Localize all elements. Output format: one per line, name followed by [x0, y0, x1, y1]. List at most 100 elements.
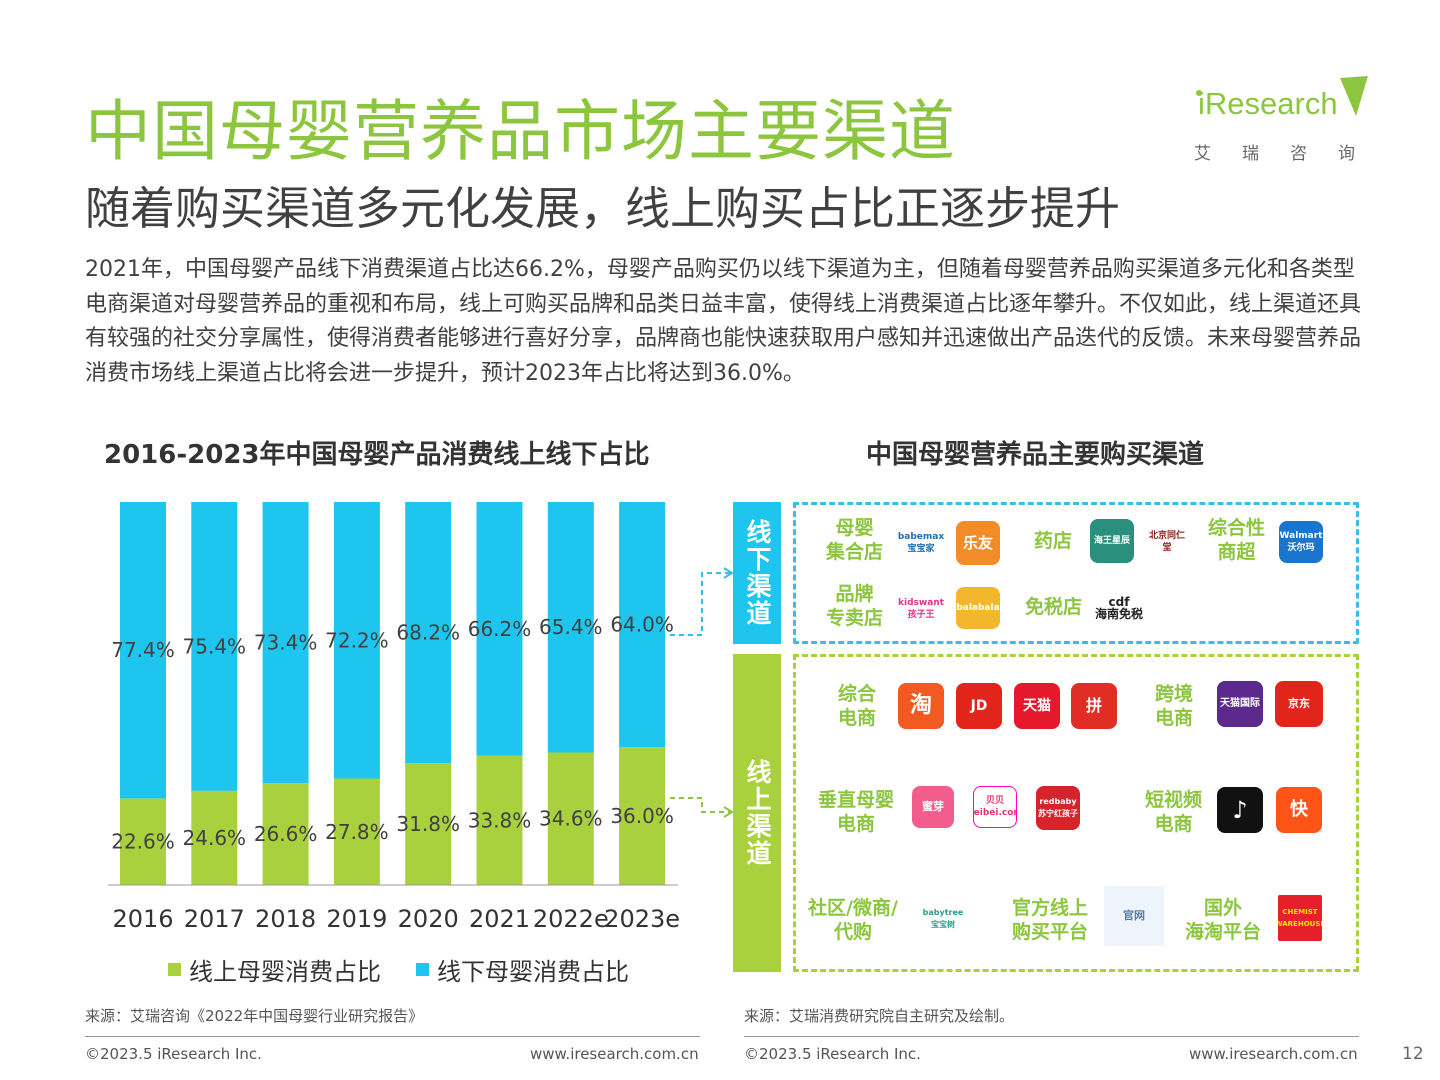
online-channels-box: [793, 654, 1359, 972]
pinduoduo-logo-icon: 拼: [1071, 683, 1117, 729]
bar-offline-2019: [333, 502, 380, 779]
label-offline-2019: 72.2%: [325, 628, 389, 652]
cat-community: 社区/微商/ 代购: [808, 897, 898, 943]
offline-channel-label-box: 线下渠道: [733, 502, 781, 644]
label-offline-2023e: 64.0%: [610, 613, 674, 637]
intro-paragraph: 2021年，中国母婴产品线下消费渠道占比达66.2%，母婴产品购买仍以线下渠道为…: [85, 257, 1362, 386]
bar-online-2017: [191, 790, 238, 885]
cat-general-supermarket: 综合性 商超: [1208, 517, 1266, 563]
copyright-right: ©2023.5 iResearch Inc.: [744, 1045, 921, 1063]
babytree-logo-icon: babytree 宝宝树: [920, 896, 966, 942]
jd-global-logo-icon: 京东: [1275, 681, 1323, 727]
redbaby-logo-icon: redbaby 苏宁红孩子: [1036, 786, 1080, 830]
label-offline-2017: 75.4%: [183, 634, 247, 658]
online-channel-label: 线上渠道: [743, 759, 772, 867]
tmall-logo-icon: 天猫: [1014, 683, 1060, 729]
bar-online-2019: [333, 778, 380, 885]
page-title: 中国母婴营养品市场主要渠道: [85, 93, 956, 170]
leyou-logo-icon: 乐友: [956, 521, 1000, 565]
label-online-2020: 31.8%: [396, 812, 460, 836]
bar-online-2021: [476, 755, 523, 885]
cdf-logo-icon: cdf 海南免税: [1094, 588, 1144, 628]
footer-divider-right: [744, 1036, 1359, 1037]
label-online-2017: 24.6%: [183, 826, 247, 850]
label-online-2019: 27.8%: [325, 820, 389, 844]
offline-channel-label: 线下渠道: [743, 519, 772, 627]
walmart-logo-icon: Walmart 沃尔玛: [1279, 521, 1323, 563]
stacked-bar-chart: 22.6% 77.4% 2016 24.6% 75.4% 2017 26.6% 73.4% 20…: [108, 502, 680, 933]
cat-cross-border: 跨境 电商: [1155, 683, 1194, 729]
url-right: www.iresearch.com.cn: [1189, 1045, 1358, 1063]
label-online-2021: 33.8%: [468, 808, 532, 832]
copyright-left: ©2023.5 iResearch Inc.: [85, 1045, 262, 1063]
chemist-warehouse-logo-icon: CHEMIST WAREHOUSE: [1278, 895, 1322, 941]
tick-label-2019: 2019: [326, 905, 387, 933]
bar-online-2020: [405, 763, 452, 885]
jd-logo-icon: JD: [956, 683, 1002, 729]
tick-label-2023e: 2023e: [604, 905, 680, 933]
cat-mother-baby-store: 母婴 集合店: [826, 517, 884, 563]
offline-channels-box: [793, 502, 1359, 644]
online-channel-label-box: 线上渠道: [733, 654, 781, 972]
legend-online: 线上母婴消费占比: [168, 952, 381, 987]
label-offline-2018: 73.4%: [254, 631, 318, 655]
label-offline-2021: 66.2%: [468, 617, 532, 641]
cat-short-video: 短视频 电商: [1145, 789, 1203, 835]
bar-offline-2021: [476, 502, 523, 756]
label-online-2016: 22.6%: [111, 830, 175, 854]
tmall-global-logo-icon: 天猫国际: [1217, 681, 1263, 727]
cat-official-platform: 官方线上 购买平台: [1012, 897, 1089, 943]
taobao-logo-icon: 淘: [898, 683, 944, 729]
legend-online-swatch: [168, 963, 181, 976]
label-online-2022e: 34.6%: [539, 807, 603, 831]
official-site-screenshot-icon: 官网: [1104, 886, 1164, 946]
tick-label-2021: 2021: [469, 905, 530, 933]
chart-title: 2016-2023年中国母婴产品消费线上线下占比: [104, 440, 650, 470]
logo-wordmark: iResearch: [1198, 86, 1338, 121]
tick-label-2018: 2018: [255, 905, 316, 933]
url-left: www.iresearch.com.cn: [530, 1045, 699, 1063]
label-offline-2016: 77.4%: [111, 638, 175, 662]
beibei-logo-icon: 贝贝 beibei.com: [973, 786, 1017, 828]
bar-offline-2017: [191, 502, 238, 791]
footer-divider-left: [85, 1036, 700, 1037]
cat-pharmacy: 药店: [1034, 530, 1073, 552]
babemax-logo-icon: babemax 宝宝家: [898, 524, 944, 562]
label-online-2023e: 36.0%: [610, 804, 674, 828]
page-number: 12: [1402, 1044, 1424, 1064]
iresearch-logo: iResearch 艾瑞咨询: [1190, 72, 1370, 167]
bar-offline-2018: [262, 502, 309, 784]
mia-logo-icon: 蜜芽: [912, 786, 954, 828]
connector-arrows: [670, 567, 734, 818]
legend-offline-label: 线下母婴消费占比: [437, 958, 629, 986]
logo-chinese-name: 艾瑞咨询: [1194, 144, 1386, 164]
logo-banner-icon: [1340, 76, 1368, 116]
douyin-logo-icon: ♪: [1217, 787, 1263, 833]
legend-offline: 线下母婴消费占比: [416, 952, 629, 987]
source-left: 来源：艾瑞咨询《2022年中国母婴行业研究报告》: [85, 1007, 424, 1025]
channels-title: 中国母婴营养品主要购买渠道: [866, 440, 1205, 470]
cat-brand-store: 品牌 专卖店: [826, 583, 884, 629]
bar-online-2023e: [619, 747, 666, 885]
bar-offline-2022e: [547, 502, 594, 753]
cat-vertical-ecommerce: 垂直母婴 电商: [818, 789, 895, 835]
legend-online-label: 线上母婴消费占比: [189, 958, 381, 986]
cat-overseas: 国外 海淘平台: [1185, 897, 1262, 943]
page-subtitle: 随着购买渠道多元化发展，线上购买占比正逐步提升: [85, 182, 1121, 235]
bar-offline-2023e: [619, 502, 666, 748]
bar-online-2022e: [547, 752, 594, 885]
tick-label-2016: 2016: [112, 905, 173, 933]
label-online-2018: 26.6%: [254, 822, 318, 846]
haiwang-logo-icon: 海王星辰: [1090, 519, 1134, 563]
cat-general-ecommerce: 综合 电商: [838, 683, 877, 729]
bar-offline-2020: [405, 502, 452, 764]
balabala-logo-icon: balabala: [956, 587, 1000, 629]
bar-online-2016: [120, 798, 166, 885]
legend-offline-swatch: [416, 963, 429, 976]
label-offline-2022e: 65.4%: [539, 615, 603, 639]
kuaishou-logo-icon: 快: [1276, 787, 1322, 833]
tick-label-2017: 2017: [184, 905, 245, 933]
tick-label-2022e: 2022e: [533, 905, 609, 933]
kidswant-logo-icon: kidswant 孩子王: [898, 589, 944, 629]
logo-dot-icon: [1196, 90, 1202, 96]
